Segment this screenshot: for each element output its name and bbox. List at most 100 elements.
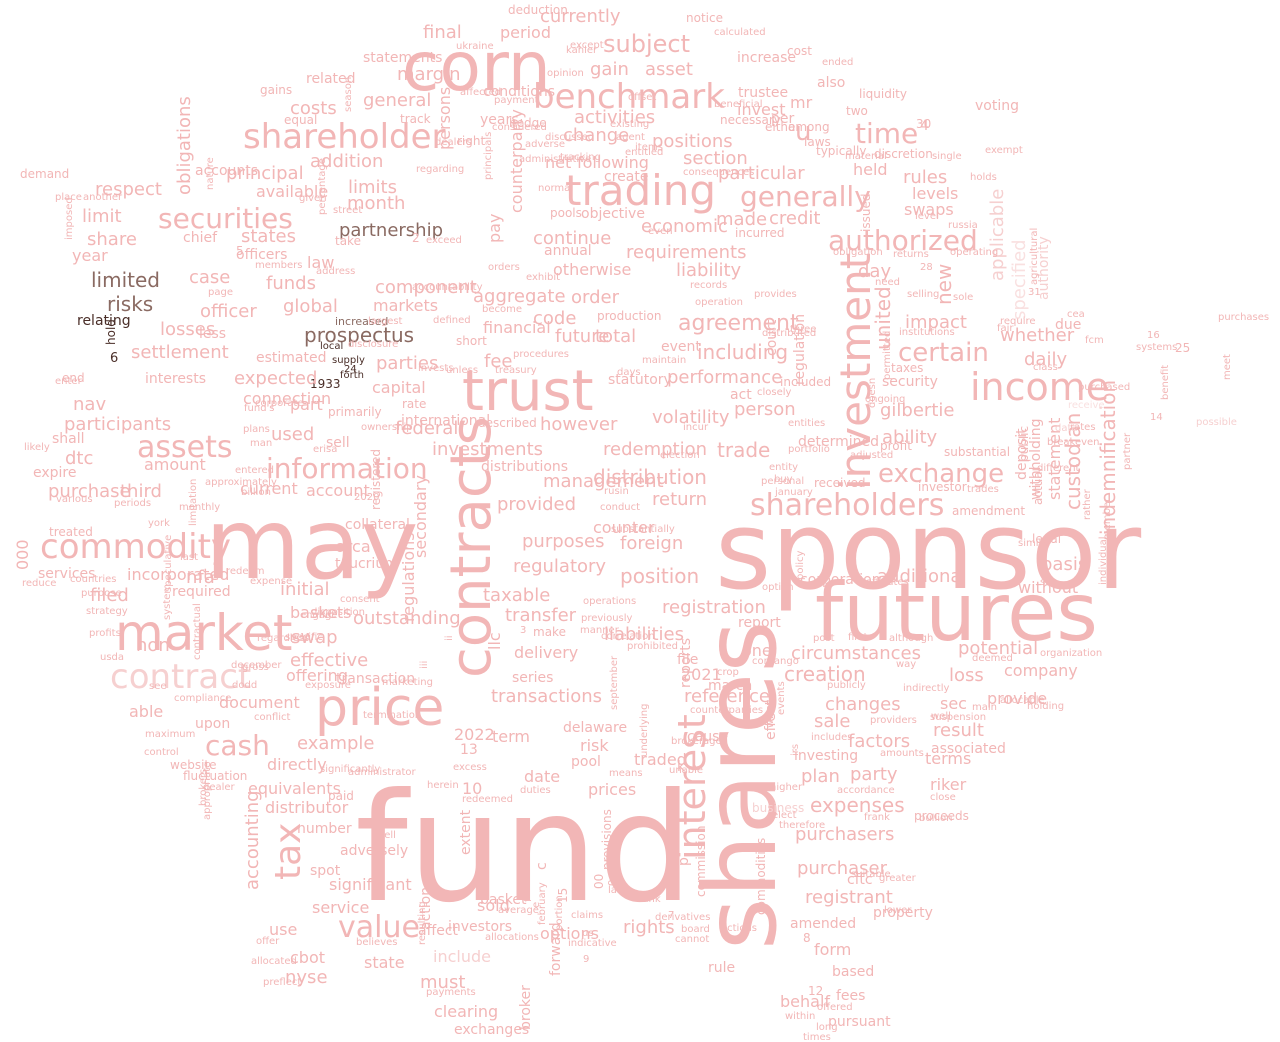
word-financial: financial bbox=[483, 318, 551, 337]
word-likely: likely bbox=[24, 442, 50, 453]
word-certain: certain bbox=[898, 338, 989, 368]
word-trading: trading bbox=[565, 166, 716, 215]
word-basis: basis bbox=[1041, 554, 1087, 575]
word-except: except bbox=[570, 40, 604, 51]
word-document: document bbox=[219, 693, 300, 712]
word-period: period bbox=[500, 23, 551, 42]
word-provide: provide bbox=[987, 689, 1047, 708]
word-offset: offset bbox=[628, 92, 656, 103]
word-united: united bbox=[871, 286, 895, 350]
word-compliance: compliance bbox=[174, 693, 231, 704]
word-offered: offered bbox=[817, 1002, 853, 1013]
word-action: action bbox=[418, 887, 434, 930]
word-statement: statement bbox=[1045, 418, 1064, 500]
word-changes: changes bbox=[825, 694, 901, 715]
word-normal: normal bbox=[538, 183, 573, 194]
word-fund-s: fund's bbox=[244, 403, 275, 414]
word-although: although bbox=[889, 633, 933, 644]
word-prohibited: prohibited bbox=[627, 641, 678, 652]
word-bullion: bullion bbox=[919, 813, 952, 824]
word-dealers: dealers bbox=[435, 137, 472, 148]
word-substantial: substantial bbox=[944, 445, 1010, 459]
word-defined: defined bbox=[433, 315, 471, 326]
word-management: management bbox=[543, 471, 664, 492]
word-clearing: clearing bbox=[434, 1002, 498, 1021]
word-positions: positions bbox=[652, 131, 733, 152]
word-economic: economic bbox=[641, 216, 728, 237]
word-principals: principals bbox=[483, 132, 494, 180]
word-way: way bbox=[896, 659, 916, 670]
word-iii: iii bbox=[419, 661, 430, 669]
word-service: service bbox=[312, 898, 369, 917]
word-control: control bbox=[144, 747, 179, 758]
word-commodity: commodity bbox=[40, 527, 231, 567]
word-counterparties: counterparties bbox=[690, 705, 763, 716]
word-entities: entities bbox=[788, 418, 825, 429]
word-respect: respect bbox=[95, 179, 162, 200]
word-interest: interest bbox=[670, 714, 714, 860]
word-significantly: significantly bbox=[320, 764, 380, 775]
word-person: person bbox=[734, 399, 796, 420]
word-accordance: accordance bbox=[837, 785, 895, 796]
word-incurred: incurred bbox=[735, 226, 785, 240]
word-february: february bbox=[537, 882, 548, 925]
word-amendment: amendment bbox=[952, 504, 1025, 518]
word-securities: securities bbox=[158, 202, 293, 235]
word-right: right bbox=[457, 134, 485, 148]
word-final: final bbox=[423, 22, 462, 43]
word-event: event bbox=[661, 339, 701, 355]
word-net: net bbox=[545, 153, 571, 172]
word-conditions: conditions bbox=[483, 84, 555, 100]
word-registrant: registrant bbox=[805, 887, 893, 908]
word-plans: plans bbox=[243, 424, 270, 435]
word-estimated: estimated bbox=[256, 350, 327, 366]
word-deposit: deposit bbox=[1014, 428, 1030, 480]
word-order: order bbox=[571, 287, 620, 308]
word-times: times bbox=[803, 1032, 831, 1042]
word-set: set bbox=[1040, 577, 1055, 588]
word-sponsor: sponsor bbox=[715, 489, 1142, 614]
word-year: year bbox=[72, 246, 108, 265]
word-prices: prices bbox=[588, 780, 636, 799]
word-form: form bbox=[814, 940, 851, 959]
word-relating: relating bbox=[77, 313, 131, 329]
word-sell-2: sell bbox=[379, 830, 396, 841]
word-trades: trades bbox=[967, 484, 999, 495]
word-partnership: partnership bbox=[339, 220, 443, 241]
word-option: option bbox=[762, 582, 794, 593]
word-used: used bbox=[271, 424, 314, 445]
word-28: 28 bbox=[920, 262, 933, 273]
word-derivatives: derivatives bbox=[655, 912, 710, 923]
word-operating: operating bbox=[950, 247, 998, 258]
word-one: one bbox=[742, 641, 772, 660]
word-global: global bbox=[283, 296, 338, 317]
word-3: 3 bbox=[520, 625, 526, 636]
word-corn: corn bbox=[402, 28, 551, 107]
word-cause: cause bbox=[687, 729, 728, 745]
word-particular: particular bbox=[718, 163, 805, 184]
word-authority: authority bbox=[1036, 236, 1052, 300]
word-component: component bbox=[375, 277, 477, 298]
word-currently: currently bbox=[540, 6, 621, 27]
word-pool: pool bbox=[571, 754, 601, 770]
word-fees: fees bbox=[836, 988, 865, 1004]
word-company: company bbox=[1004, 661, 1078, 680]
word-risk: risk bbox=[580, 736, 609, 755]
word-duties: duties bbox=[520, 785, 551, 796]
word-state: state bbox=[364, 953, 405, 972]
word-brokers: brokers bbox=[198, 769, 209, 806]
word-portfolio: portfolio bbox=[788, 444, 830, 455]
word-obligations: obligations bbox=[174, 96, 195, 195]
word-become: become bbox=[482, 304, 522, 315]
word-hold: hold bbox=[104, 319, 118, 345]
word-hedge: hedge bbox=[509, 116, 547, 130]
word-rules: rules bbox=[903, 167, 947, 188]
word-lower: lower bbox=[884, 905, 912, 916]
word-addition: addition bbox=[310, 151, 383, 172]
word-registered: registered bbox=[369, 449, 383, 510]
word-doesn: doesn bbox=[867, 378, 878, 408]
word-class: class bbox=[1033, 362, 1058, 373]
word-brokerage: brokerage bbox=[671, 736, 722, 747]
word-meet: meet bbox=[1222, 354, 1233, 380]
word-long: long bbox=[816, 1022, 838, 1033]
